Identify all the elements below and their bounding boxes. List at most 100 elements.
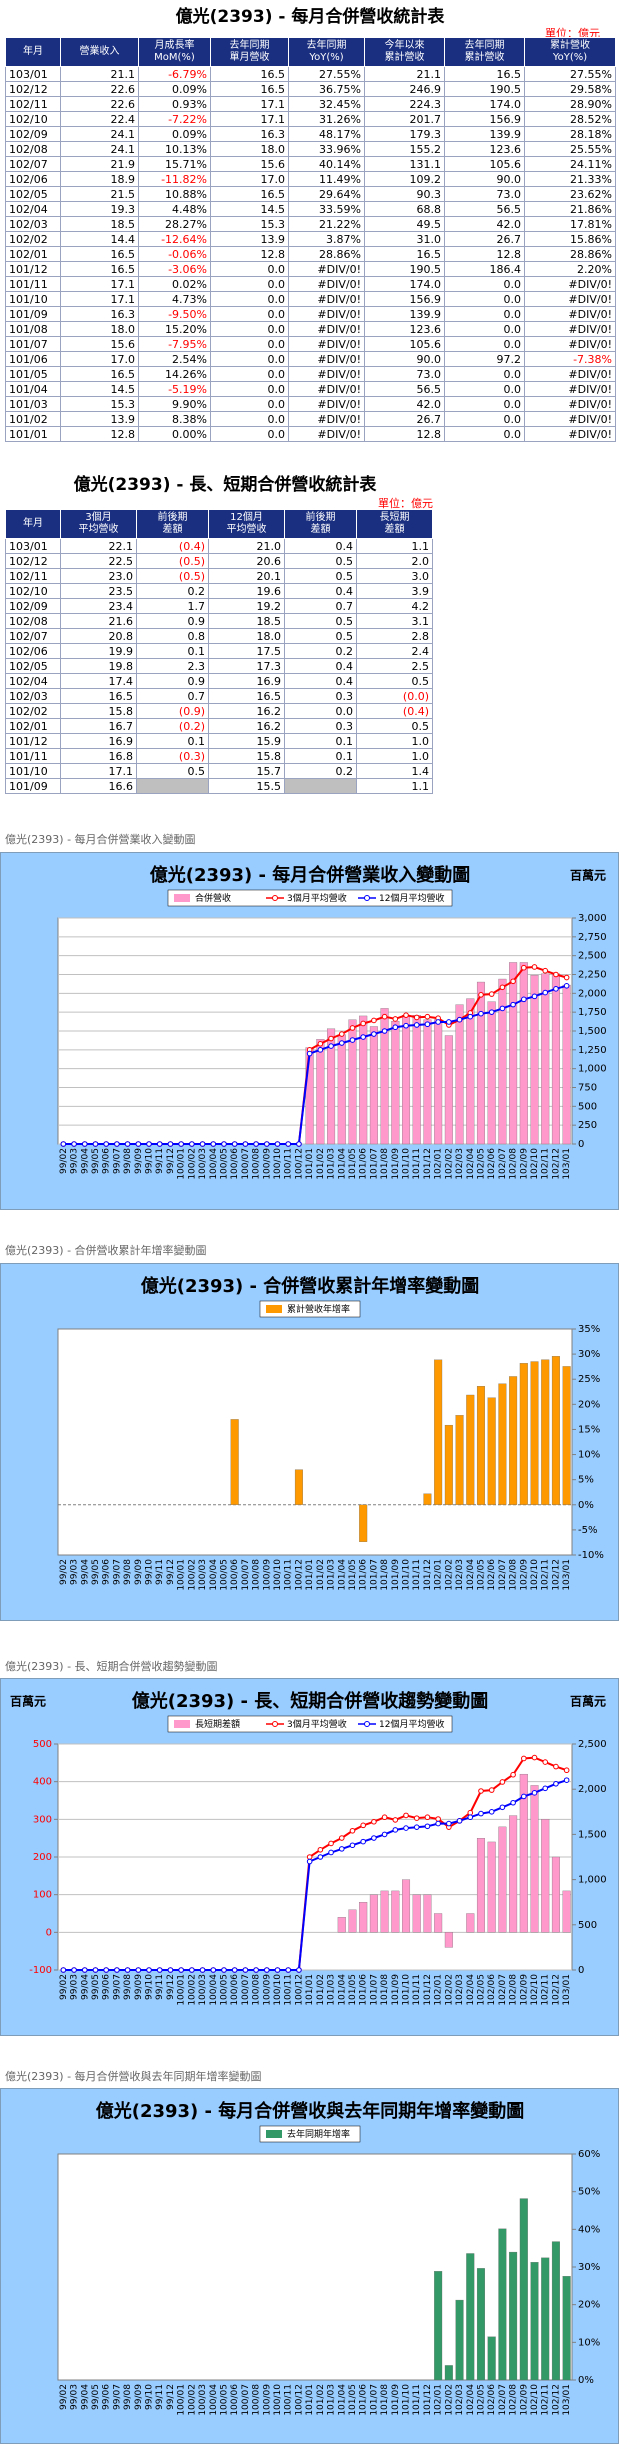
y-tick-label: 200: [33, 1852, 52, 1863]
x-tick-label: 99/11: [155, 1148, 165, 1174]
table: 年月 營業收入 月成長率 MoM(%) 去年同期 單月營收 去年同期 YoY(%) 今年以來 累計…: [5, 37, 616, 442]
row: 101/10 17.1 4.73% 0.0 #DIV/0! 156.9 0.0 #DIV/0!: [5, 291, 616, 307]
line-marker: [403, 1825, 409, 1831]
x-tick-label: 101/02: [316, 2384, 326, 2416]
y-tick-label: 1,750: [578, 1007, 607, 1018]
line-marker: [488, 1809, 495, 1815]
header-line: 去年同期: [464, 40, 505, 51]
row: 102/02 14.4 -12.64% 13.9 3.87% 31.0 26.7 15.86%: [5, 231, 616, 247]
bar: [391, 1890, 400, 1933]
header-line: 差額: [162, 524, 183, 535]
cell: 20.8: [60, 628, 137, 644]
cell: 0.0: [210, 306, 289, 322]
x-tick-label: 102/09: [519, 1974, 529, 2006]
line-marker: [510, 1001, 516, 1008]
cell: 101/09: [5, 306, 61, 322]
x-tick-label: 102/09: [519, 1148, 529, 1180]
legend-swatch: [266, 2130, 282, 2138]
cell: 12.8: [444, 246, 525, 262]
bar: [519, 1363, 528, 1505]
x-tick-label: 101/10: [402, 1974, 412, 2006]
cell: 0.5: [136, 763, 209, 779]
cell: -3.06%: [138, 261, 211, 277]
cell: -7.22%: [138, 111, 211, 127]
cell: #DIV/0!: [288, 261, 365, 277]
bar: [509, 2251, 518, 2381]
header-line: 3個月: [85, 512, 112, 523]
x-tick-label: 100/10: [273, 1974, 283, 2006]
legend-swatch: [266, 1305, 282, 1313]
cell: (0.9): [136, 703, 209, 719]
x-tick-label: 100/06: [230, 1559, 240, 1591]
cell: 0.9: [136, 613, 209, 629]
bar: [423, 1019, 432, 1145]
cell: 0.4: [284, 658, 357, 674]
row: 102/05 19.8 2.3 17.3 0.4 2.5: [5, 658, 433, 674]
cell: 21.5: [60, 186, 139, 202]
cell: 102/10: [5, 111, 61, 127]
cell: 27.55%: [288, 66, 365, 82]
x-tick-label: 103/01: [562, 2384, 572, 2416]
x-tick-label: 99/04: [80, 1559, 90, 1585]
cell: 16.8: [60, 748, 137, 764]
cell: 27.55%: [524, 66, 616, 82]
bar: [380, 1008, 389, 1145]
cell: 2.4: [356, 643, 433, 659]
line-marker: [349, 1025, 356, 1031]
line-marker: [210, 1141, 217, 1147]
x-tick-label: 100/11: [284, 1559, 294, 1591]
cell: 20.6: [208, 553, 285, 569]
cell: 29.64%: [288, 186, 365, 202]
x-tick-label: 99/09: [134, 1148, 144, 1174]
row: 101/09 16.3 -9.50% 0.0 #DIV/0! 139.9 0.0 #DIV/0…: [5, 306, 616, 322]
x-tick-label: 99/08: [123, 2384, 133, 2410]
row: 102/11 22.6 0.93% 17.1 32.45% 224.3 174.0 28.90…: [5, 96, 616, 112]
line-marker: [349, 1842, 356, 1849]
cell: 224.3: [364, 96, 445, 112]
cell: 102/07: [5, 628, 61, 644]
cell: 73.0: [364, 366, 445, 382]
cell: 102/10: [5, 583, 61, 599]
cell: 90.3: [364, 186, 445, 202]
x-tick-label: 101/11: [412, 1148, 422, 1180]
chart-title: 億光(2393) - 合併營收累計年增率變動圖: [141, 1275, 480, 1297]
cell: 22.1: [60, 538, 137, 554]
x-tick-label: 102/10: [530, 2384, 540, 2416]
table-unit: 單位：億元: [545, 27, 600, 40]
cell: -12.64%: [138, 231, 211, 247]
header-cell: 長短期 差額: [356, 509, 433, 539]
x-tick-label: 99/06: [102, 1974, 112, 2000]
cell: 102/02: [5, 703, 61, 719]
x-tick-label: 100/07: [241, 2384, 251, 2416]
row: 102/03 16.5 0.7 16.5 0.3 (0.0): [5, 688, 433, 704]
bar: [466, 1394, 475, 1505]
x-tick-label: 100/01: [177, 1148, 187, 1180]
cell: #DIV/0!: [524, 336, 616, 352]
x-tick-label: 99/09: [134, 1559, 144, 1585]
cell: 0.0: [210, 276, 289, 292]
line-marker: [124, 1967, 131, 1973]
line-marker: [189, 1967, 195, 1973]
cell: 14.5: [210, 201, 289, 217]
x-tick-label: 99/07: [112, 1559, 122, 1585]
line-marker: [510, 978, 516, 985]
cell: 101/01: [5, 426, 61, 442]
header-line: 單月營收: [229, 52, 270, 63]
y-tick-label: 30%: [578, 1349, 600, 1360]
cell: 15.86%: [524, 231, 616, 247]
cell: (0.0): [356, 688, 433, 704]
x-tick-label: 102/05: [476, 1559, 486, 1591]
y-tick-label: 400: [33, 1777, 52, 1788]
table-title: 億光(2393) - 每月合併營收統計表: [175, 7, 445, 27]
x-tick-label: 100/03: [198, 1148, 208, 1180]
x-tick-label: 102/04: [466, 1974, 476, 2006]
cell: 26.7: [364, 411, 445, 427]
cell: 0.0: [444, 336, 525, 352]
cell: 15.20%: [138, 321, 211, 337]
x-tick-label: 102/01: [434, 2384, 444, 2416]
bar: [455, 1004, 464, 1145]
bar: [444, 1424, 453, 1505]
cell: 0.2: [284, 643, 357, 659]
cell: 17.1: [60, 291, 139, 307]
chart-caption: 億光(2393) - 長、短期合併營收趨勢變動圖: [5, 1660, 218, 1673]
